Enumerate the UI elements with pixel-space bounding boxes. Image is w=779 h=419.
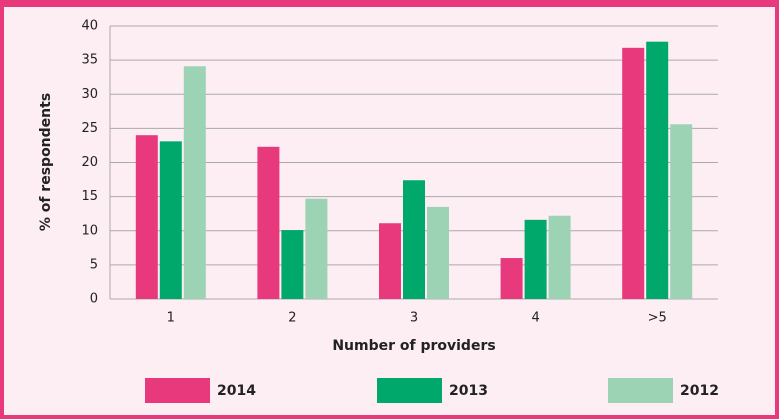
bar — [548, 215, 571, 299]
y-tick-label: 20 — [81, 155, 98, 170]
y-tick-label: 5 — [90, 257, 98, 272]
legend-label: 2013 — [449, 383, 488, 399]
y-tick-label: 15 — [81, 189, 98, 204]
y-axis-label: % of respondents — [38, 93, 54, 231]
bar — [305, 198, 328, 299]
x-tick-label: 4 — [531, 311, 539, 326]
bar — [183, 66, 206, 299]
x-tick-label: 3 — [410, 311, 418, 326]
y-tick-label: 10 — [81, 223, 98, 238]
y-tick-label: 0 — [90, 292, 98, 307]
x-tick-label: 1 — [167, 311, 175, 326]
bar — [622, 47, 645, 300]
x-tick-label: >5 — [648, 311, 667, 326]
y-tick-label: 25 — [81, 121, 98, 136]
bar — [427, 206, 449, 299]
x-tick-label: 2 — [288, 311, 296, 326]
bar — [257, 146, 280, 299]
bar — [500, 258, 523, 299]
bar — [524, 219, 547, 299]
bar — [135, 135, 158, 299]
legend-swatch — [377, 378, 442, 403]
legend-swatch — [145, 378, 210, 403]
legend-label: 2012 — [680, 383, 719, 399]
bar — [281, 230, 304, 299]
y-tick-label: 40 — [81, 19, 98, 34]
bar — [646, 41, 669, 299]
x-axis-label: Number of providers — [332, 338, 495, 354]
y-tick-label: 30 — [81, 87, 98, 102]
legend-label: 2014 — [217, 383, 256, 399]
bar — [159, 141, 182, 299]
bar — [403, 180, 425, 299]
bar — [670, 124, 693, 299]
bar — [379, 223, 401, 299]
legend-swatch — [608, 378, 673, 403]
y-tick-label: 35 — [81, 53, 98, 68]
